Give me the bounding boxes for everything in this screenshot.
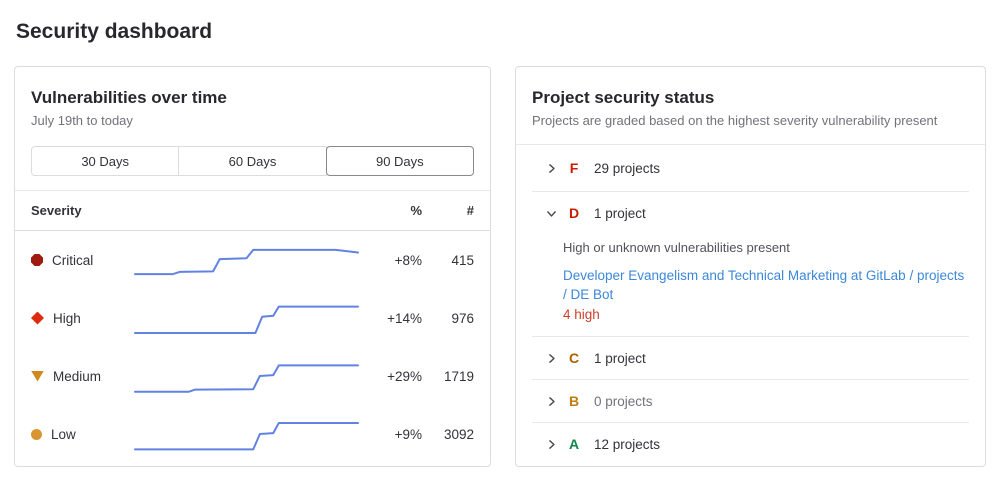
dashboard-cards: Vulnerabilities over time July 19th to t… [14, 66, 986, 467]
range-button-90-days[interactable]: 90 Days [325, 146, 474, 176]
table-row-low: Low +9% 3092 [31, 405, 474, 463]
range-button-30-days[interactable]: 30 Days [31, 146, 180, 176]
severity-label: High [53, 310, 81, 326]
vulnerability-count: 976 [451, 310, 474, 326]
percent-change-value: +8% [394, 252, 422, 268]
status-card-title: Project security status [532, 88, 715, 107]
grade-letter: F [569, 160, 579, 176]
vulnerability-count: 3092 [443, 426, 474, 442]
grade-letter: C [568, 350, 580, 366]
grade-row-b: B 0 projects [532, 380, 969, 423]
grade-letter: B [568, 393, 580, 409]
vulnerability-finding-label: 4 high [563, 307, 600, 322]
grade-letter: A [568, 436, 580, 452]
count-column-header: # [466, 203, 474, 218]
percent-column-header: % [410, 203, 422, 218]
divider [15, 190, 490, 191]
grade-description: High or unknown vulnerabilities present [563, 240, 790, 255]
grade-row-a: A 12 projects [532, 423, 969, 465]
grade-project-count: 1 project [594, 205, 646, 221]
grade-a-toggle[interactable]: A 12 projects [532, 423, 969, 465]
chevron-right-icon [544, 394, 558, 408]
grade-d-details: High or unknown vulnerabilities present … [532, 239, 969, 336]
grade-b-toggle[interactable]: B 0 projects [532, 380, 969, 422]
table-row-high: High +14% 976 [31, 289, 474, 347]
page-title: Security dashboard [16, 20, 213, 43]
vuln-card-title: Vulnerabilities over time [31, 88, 227, 107]
vulnerabilities-over-time-card: Vulnerabilities over time July 19th to t… [14, 66, 491, 467]
percent-change-value: +29% [387, 368, 422, 384]
severity-low-icon [31, 428, 42, 440]
grade-d-toggle[interactable]: D 1 project [532, 192, 969, 234]
low-sparkline-chart [135, 412, 358, 456]
divider [516, 144, 985, 145]
grade-letter: D [568, 205, 580, 221]
project-security-status-card: Project security status Projects are gra… [515, 66, 986, 467]
chevron-right-icon [544, 161, 558, 175]
table-row-medium: Medium +29% 1719 [31, 347, 474, 405]
grade-project-count: 12 projects [594, 436, 661, 452]
high-sparkline-chart [135, 296, 358, 340]
severity-label: Critical [52, 252, 94, 268]
critical-sparkline-chart [135, 238, 358, 282]
grade-project-count: 1 project [594, 350, 646, 366]
percent-change-value: +9% [394, 426, 422, 442]
vuln-date-range: July 19th to today [31, 113, 133, 128]
range-button-60-days[interactable]: 60 Days [178, 146, 327, 176]
project-link[interactable]: Developer Evangelism and Technical Marke… [563, 268, 965, 302]
percent-change-value: +14% [387, 310, 422, 326]
severity-label: Low [51, 426, 76, 442]
grade-project-count: 29 projects [594, 160, 661, 176]
chevron-right-icon [544, 351, 558, 365]
severity-medium-icon [31, 370, 44, 382]
grade-row-c: C 1 project [532, 337, 969, 380]
medium-sparkline-chart [135, 354, 358, 398]
grade-row-f: F 29 projects [532, 145, 969, 192]
grade-row-d: D 1 project High or unknown vulnerabilit… [532, 192, 969, 337]
grade-c-toggle[interactable]: C 1 project [532, 337, 969, 379]
grade-project-count: 0 projects [594, 393, 653, 409]
status-card-subtitle: Projects are graded based on the highest… [532, 113, 938, 128]
time-range-button-group: 30 Days 60 Days 90 Days [31, 146, 474, 176]
severity-table-header: Severity % # [15, 191, 490, 231]
severity-critical-icon [31, 254, 43, 266]
chevron-down-icon [544, 206, 558, 220]
vulnerability-count: 1719 [443, 368, 474, 384]
vulnerability-count: 415 [451, 252, 474, 268]
chevron-right-icon [544, 437, 558, 451]
severity-high-icon [31, 311, 44, 325]
table-row-critical: Critical +8% 415 [31, 231, 474, 289]
severity-label: Medium [53, 368, 102, 384]
severity-column-header: Severity [31, 203, 82, 218]
grade-f-toggle[interactable]: F 29 projects [532, 145, 969, 191]
